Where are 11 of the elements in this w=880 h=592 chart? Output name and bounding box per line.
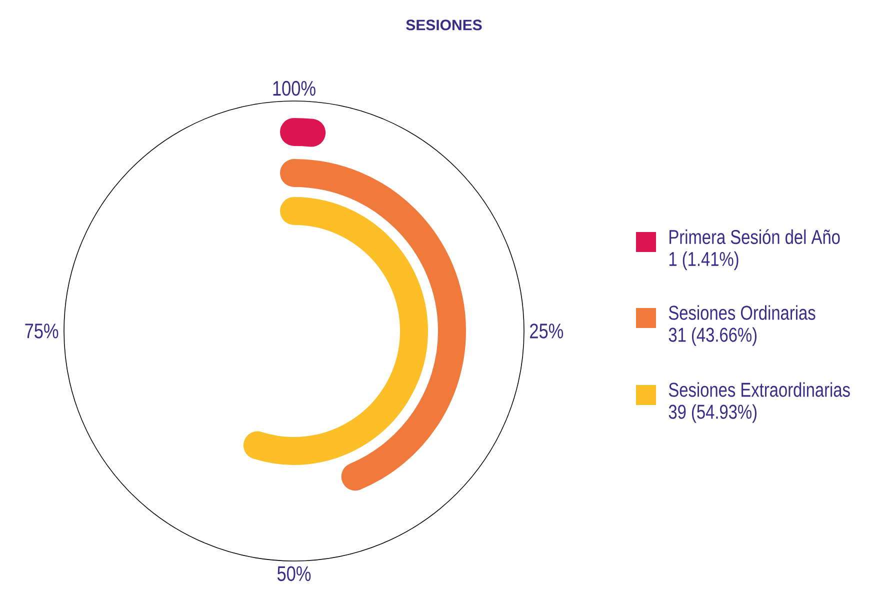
text: 25%: [530, 324, 564, 338]
text: 50%: [277, 566, 311, 582]
data-label: 31 (43.66%): [668, 327, 756, 346]
category-label: Sesiones Ordinarias: [668, 305, 816, 320]
category-label: Primera Sesión del Año: [670, 229, 840, 244]
text: 75%: [25, 324, 58, 338]
category-label: Sesiones Extraordinarias: [668, 382, 850, 397]
data-label: 1 (1.41%): [669, 251, 738, 270]
text: 100%: [273, 80, 316, 96]
text: SESIONES: [406, 20, 482, 30]
data-label: 39 (54.93%): [668, 404, 756, 423]
